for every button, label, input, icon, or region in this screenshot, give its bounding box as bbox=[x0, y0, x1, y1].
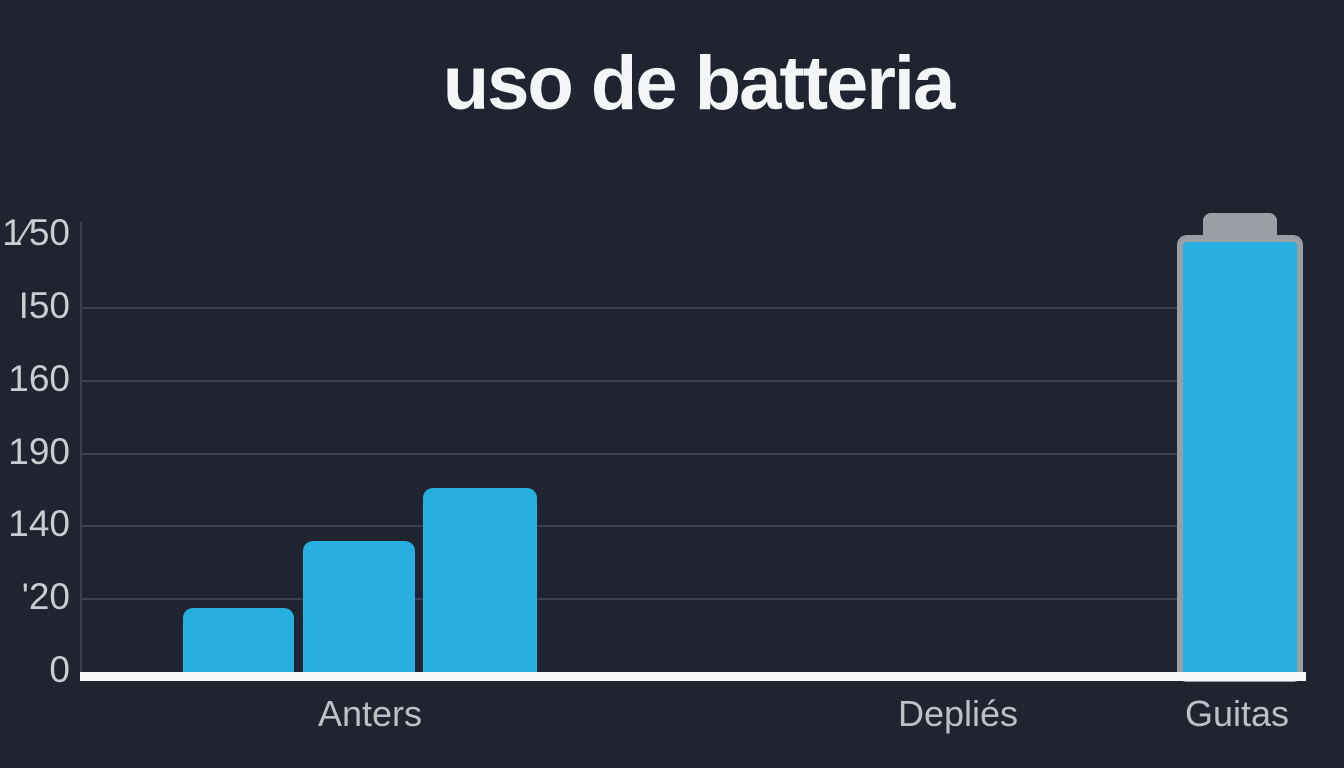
gridline bbox=[82, 598, 1177, 601]
x-axis-category-label: Depliés bbox=[897, 693, 1019, 734]
y-axis-line bbox=[80, 222, 82, 672]
x-axis-line bbox=[80, 672, 1306, 681]
y-tick-label: 1⁄50 bbox=[2, 212, 70, 253]
gridline bbox=[82, 379, 1177, 382]
y-tick-label: 160 bbox=[8, 357, 70, 399]
y-tick-label: I50 bbox=[18, 284, 70, 326]
battery-fill bbox=[1183, 242, 1297, 680]
battery-bar bbox=[1177, 235, 1303, 682]
bar bbox=[303, 540, 415, 672]
gridline bbox=[82, 452, 1177, 455]
gridline bbox=[82, 306, 1177, 309]
x-axis-category-label: Anters bbox=[317, 693, 423, 734]
y-tick-label: 140 bbox=[8, 503, 70, 545]
y-tick-label: '20 bbox=[21, 576, 70, 618]
bar bbox=[423, 488, 537, 672]
y-tick-label: 190 bbox=[8, 430, 70, 472]
y-tick-label: 0 bbox=[49, 649, 70, 690]
bar bbox=[183, 607, 294, 672]
chart-title: uso de batteria bbox=[442, 41, 956, 126]
x-axis-category-label: Guitas bbox=[1184, 693, 1290, 734]
battery-cap-icon bbox=[1203, 213, 1277, 239]
gridline bbox=[82, 525, 1177, 528]
